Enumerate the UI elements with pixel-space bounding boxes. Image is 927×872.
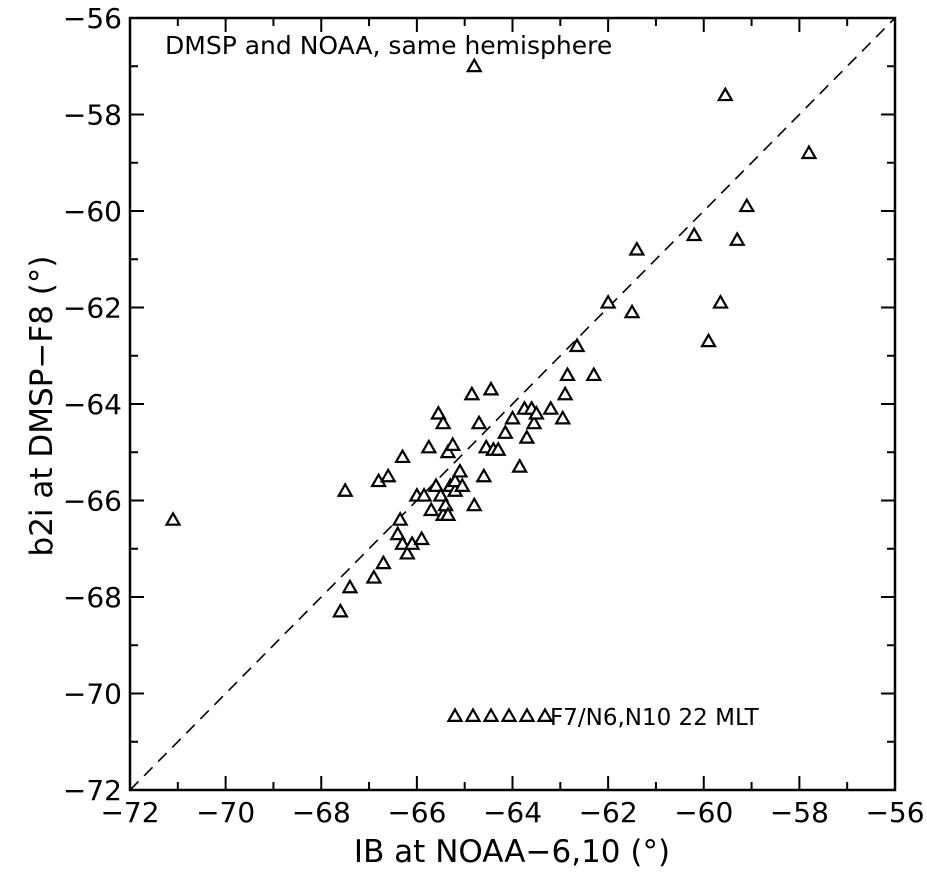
y-tick-label: −56 xyxy=(63,2,122,35)
axes: −72 −70 −68 −66 −64 −62 −60 −58 −56 −72 −70 −68 −66 −… xyxy=(63,2,925,829)
data-point xyxy=(528,404,545,420)
x-tick-label: −66 xyxy=(387,796,446,829)
data-point xyxy=(496,424,514,439)
legend-marker xyxy=(500,707,518,722)
legend-label: F7/N6,N10 22 MLT xyxy=(550,705,760,731)
data-point xyxy=(422,501,440,517)
legend-marker xyxy=(482,707,500,722)
data-point xyxy=(628,240,646,256)
data-point xyxy=(439,506,457,521)
data-point xyxy=(394,448,411,464)
legend: F7/N6,N10 22 MLT xyxy=(446,705,760,731)
data-point xyxy=(489,441,507,456)
reference-line-group xyxy=(129,17,896,791)
data-point xyxy=(394,535,411,550)
y-tick-label: −66 xyxy=(63,485,122,518)
y-tick-label: −62 xyxy=(63,292,122,325)
data-point xyxy=(504,409,521,425)
x-tick-label: −58 xyxy=(770,796,829,829)
data-point xyxy=(712,293,729,309)
data-point xyxy=(525,414,543,430)
data-point xyxy=(599,293,617,309)
reference-line xyxy=(129,17,896,791)
x-tick-label: −70 xyxy=(196,796,255,829)
y-tick-label: −58 xyxy=(63,99,122,132)
data-point xyxy=(554,409,572,425)
chart-title: DMSP and NOAA, same hemisphere xyxy=(165,31,612,60)
data-point xyxy=(518,429,536,444)
data-point xyxy=(336,482,354,497)
data-point xyxy=(379,467,397,483)
data-point xyxy=(429,404,447,420)
data-point xyxy=(556,385,574,401)
y-tick-label: −68 xyxy=(63,581,122,614)
data-point xyxy=(470,414,488,430)
data-point xyxy=(375,554,392,570)
data-point xyxy=(800,144,818,160)
y-tick-label: −60 xyxy=(63,195,122,228)
data-point xyxy=(341,578,359,594)
data-point xyxy=(439,443,457,459)
data-point xyxy=(465,57,483,73)
data-points xyxy=(164,57,818,618)
data-point xyxy=(716,86,734,102)
data-point xyxy=(432,486,450,502)
data-point xyxy=(164,511,182,526)
data-point xyxy=(434,414,452,430)
data-point xyxy=(465,496,483,512)
legend-marker xyxy=(446,707,464,722)
data-point xyxy=(542,400,560,415)
data-point xyxy=(568,337,586,353)
data-point xyxy=(446,472,464,488)
legend-markers xyxy=(446,707,554,722)
data-point xyxy=(463,385,481,401)
data-point xyxy=(451,462,469,478)
legend-marker xyxy=(536,707,554,722)
x-tick-label: −72 xyxy=(100,796,159,829)
data-point xyxy=(738,197,756,213)
y-tick-label: −64 xyxy=(63,388,122,421)
data-point xyxy=(331,602,349,618)
data-point xyxy=(415,486,433,502)
y-tick-label: −70 xyxy=(63,678,122,711)
data-point xyxy=(389,525,407,541)
data-point xyxy=(420,438,438,454)
x-tick-label: −64 xyxy=(483,796,542,829)
data-point xyxy=(437,496,454,512)
data-point xyxy=(413,530,431,546)
legend-marker xyxy=(518,707,536,722)
data-point xyxy=(585,366,603,382)
x-tick-label: −56 xyxy=(865,796,924,829)
data-point xyxy=(475,467,493,483)
data-point xyxy=(444,436,462,451)
data-point xyxy=(398,544,416,560)
data-point xyxy=(685,226,703,242)
x-tick-label: −62 xyxy=(579,796,638,829)
data-point xyxy=(427,477,445,492)
x-tick-label: −68 xyxy=(292,796,351,829)
legend-marker xyxy=(464,707,482,722)
data-point xyxy=(700,332,717,348)
data-point xyxy=(511,458,529,473)
y-tick-label: −72 xyxy=(63,774,122,807)
data-point xyxy=(623,303,641,319)
data-point xyxy=(728,231,746,246)
data-point xyxy=(391,511,409,526)
x-axis-label: IB at NOAA−6,10 (°) xyxy=(354,834,670,870)
data-point xyxy=(482,380,500,396)
y-axis-label: b2i at DMSP−F8 (°) xyxy=(24,256,60,557)
data-point xyxy=(453,477,471,492)
data-point xyxy=(365,568,383,584)
data-point xyxy=(559,366,576,382)
x-tick-label: −60 xyxy=(674,796,733,829)
